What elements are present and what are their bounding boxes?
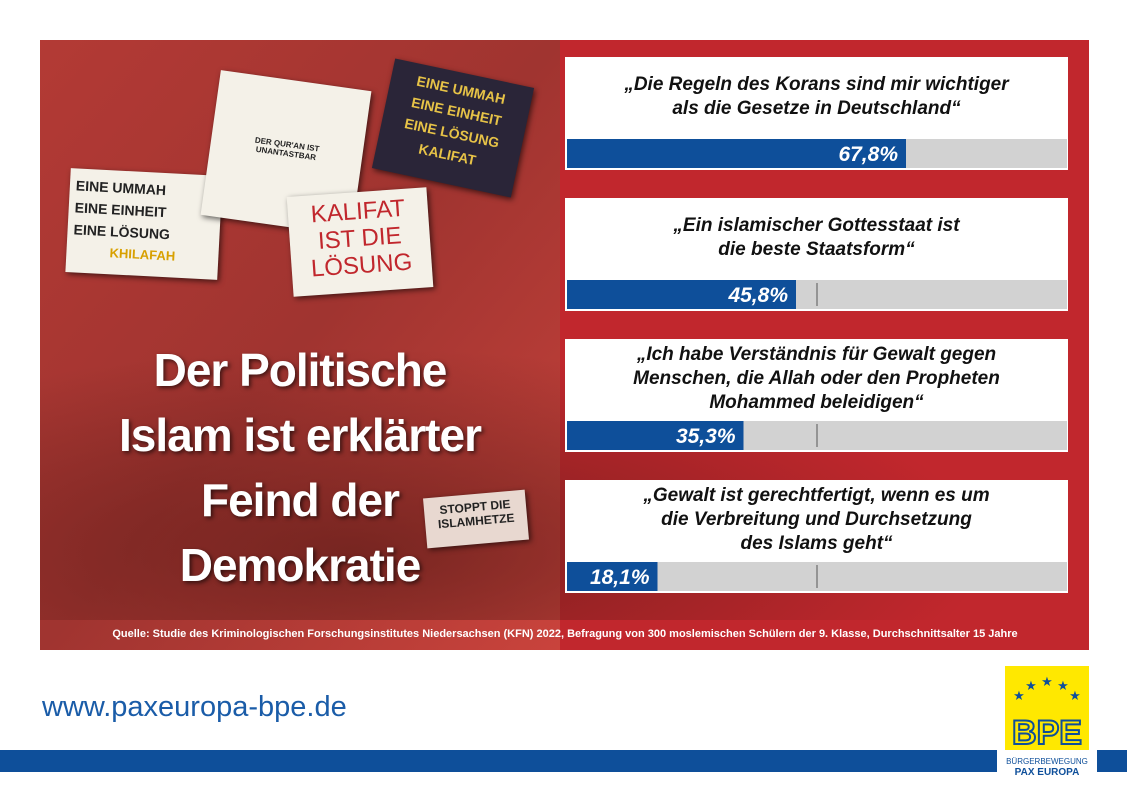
- svg-text:★: ★: [1041, 674, 1053, 689]
- bar: [567, 280, 796, 309]
- quote-box: [565, 339, 1068, 419]
- quote: „Die Regeln des Korans sind mir wichtige…: [624, 74, 1009, 119]
- sign-text: KALIFAT IST DIE LÖSUNG: [309, 194, 414, 283]
- website: www.paxeuropa-bpe.de: [41, 691, 347, 723]
- source: Quelle: Studie des Kriminologischen Fors…: [112, 628, 1017, 640]
- logo-stars: ★ ★ ★ ★ ★: [1013, 674, 1081, 703]
- svg-text:★: ★: [1057, 678, 1069, 693]
- svg-text:★: ★: [1025, 678, 1037, 693]
- bottom-strip: [0, 750, 997, 772]
- value-label: 67,8%: [838, 143, 898, 166]
- photo-sign: KALIFAT IST DIE LÖSUNG: [286, 187, 434, 297]
- sign-text: DER QUR'AN IST UNANTASTBAR: [254, 135, 320, 163]
- value-label: 18,1%: [590, 566, 650, 589]
- svg-text:★: ★: [1069, 688, 1081, 703]
- value-label: 45,8%: [727, 284, 788, 307]
- sign-text: EINE UMMAH EINE EINHEIT EINE LÖSUNG KALI…: [403, 72, 507, 169]
- value-label: 35,3%: [676, 425, 736, 448]
- svg-text:★: ★: [1013, 688, 1025, 703]
- logo-line2: PAX EUROPA: [1015, 767, 1080, 778]
- bar: [567, 562, 658, 591]
- quote: „Gewalt ist gerechtfertigt, wenn es um d…: [643, 485, 990, 554]
- quote-box: [565, 57, 1068, 137]
- headline: Der Politische Islam ist erklärter Feind…: [118, 344, 482, 591]
- sign-text: KHILAFAH: [109, 245, 176, 264]
- quote-box: [565, 198, 1068, 278]
- quote: „Ein islamischer Gottesstaat ist die bes…: [673, 215, 960, 260]
- quote: „Ich habe Verständnis für Gewalt gegen M…: [633, 344, 1000, 413]
- logo-name: BPE: [1012, 714, 1082, 752]
- photo-sign: EINE UMMAH EINE EINHEIT EINE LÖSUNG KHILA…: [65, 168, 223, 280]
- sign-text: EINE UMMAH EINE EINHEIT EINE LÖSUNG: [73, 177, 171, 243]
- bar: [567, 139, 906, 168]
- quote-box: [565, 480, 1068, 560]
- logo-line1: BÜRGERBEWEGUNG: [1006, 757, 1088, 766]
- bottom-strip: [1097, 750, 1127, 772]
- logo-box: [1005, 666, 1089, 750]
- bar: [567, 421, 744, 450]
